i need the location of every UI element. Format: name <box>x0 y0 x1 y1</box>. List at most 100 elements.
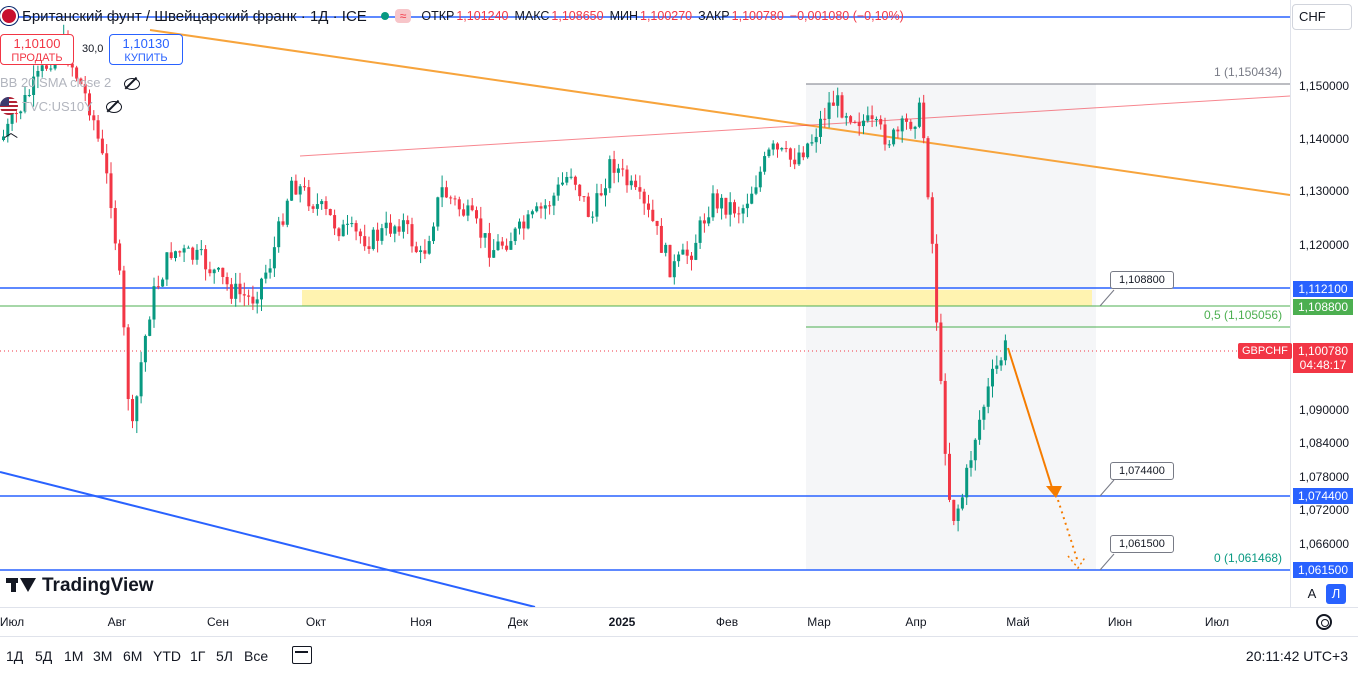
candle-body <box>561 182 564 185</box>
candle-body <box>939 322 943 381</box>
data-status-icon[interactable]: ≈ <box>394 9 412 23</box>
callout-3[interactable]: 1,061500 <box>1110 535 1174 553</box>
price-chart[interactable] <box>0 0 1290 607</box>
clock[interactable]: 20:11:42 UTC+3 <box>1245 648 1348 664</box>
candle-body <box>913 126 917 129</box>
sell-label: ПРОДАТЬ <box>11 52 63 64</box>
range-all-button[interactable]: Все <box>244 648 269 664</box>
bottom-toolbar <box>0 636 1358 675</box>
gear-icon[interactable] <box>1316 614 1332 630</box>
candle-body <box>578 184 582 197</box>
price-tick: 1,130000 <box>1299 184 1350 198</box>
forecast-arrowhead-dotted <box>1067 555 1087 570</box>
candle-body <box>900 118 904 132</box>
candle-body <box>470 205 474 211</box>
candle-body <box>565 176 569 183</box>
candle-body <box>801 152 805 158</box>
range-ytd-button[interactable]: YTD <box>153 648 181 664</box>
candle-body <box>414 246 418 253</box>
calendar-icon[interactable] <box>292 646 312 664</box>
range-1d-button[interactable]: 1Д <box>6 648 24 664</box>
candle-body <box>604 188 607 196</box>
candle-body <box>943 380 947 454</box>
callout-2[interactable]: 1,074400 <box>1110 462 1174 480</box>
range-5y-button[interactable]: 5Л <box>216 648 233 664</box>
candle-body <box>810 142 814 144</box>
price-label-current: 1,100780 04:48:17 <box>1293 343 1353 373</box>
candle-body <box>840 95 844 118</box>
candle-body <box>844 116 848 118</box>
range-5d-button[interactable]: 5Д <box>35 648 53 664</box>
tradingview-logo[interactable]: TradingView <box>6 575 154 597</box>
time-axis[interactable] <box>0 607 1358 635</box>
candle-body <box>148 319 152 336</box>
candle-body <box>281 221 285 225</box>
indicator-bb-legend[interactable]: BB 20 SMA close 2 <box>0 75 141 90</box>
price-label-level-mid: 1,108800 <box>1293 299 1353 315</box>
candle-body <box>629 180 633 186</box>
tradingview-logo-text: TradingView <box>42 575 154 596</box>
range-6m-button[interactable]: 6М <box>123 648 143 664</box>
buy-button[interactable]: 1,10130 КУПИТЬ <box>109 34 183 65</box>
chart-area[interactable]: 1,108800 1,074400 1,061500 1 (1,150434) … <box>0 0 1290 607</box>
candle-body <box>389 222 392 234</box>
current-price-value: 1,100780 <box>1297 344 1349 358</box>
candle-body <box>526 214 530 229</box>
candle-body <box>642 191 646 204</box>
eye-off-icon[interactable] <box>123 77 141 90</box>
auto-scale-button[interactable]: A <box>1307 586 1317 601</box>
candle-body <box>616 168 620 173</box>
candle-body <box>135 396 139 422</box>
candle-body <box>956 508 960 521</box>
candle-body <box>182 248 186 253</box>
ohlc-open-key: ОТКР <box>421 9 455 23</box>
candle-body <box>178 251 182 253</box>
candle-body <box>522 221 526 229</box>
range-1y-button[interactable]: 1Г <box>190 648 206 664</box>
range-3m-button[interactable]: 3М <box>93 648 113 664</box>
candle-body <box>857 122 861 127</box>
time-tick: Апр <box>905 615 927 629</box>
eye-off-icon[interactable] <box>105 100 122 113</box>
fib-label-bottom: 0 (1,061468) <box>1214 551 1283 565</box>
candle-body <box>165 252 169 280</box>
candle-body <box>659 225 663 253</box>
candle-body <box>92 115 96 121</box>
candle-body <box>965 467 969 498</box>
price-tick: 1,084000 <box>1299 436 1350 450</box>
candle-body <box>453 198 457 200</box>
candle-body <box>621 168 625 170</box>
log-scale-button[interactable]: Л <box>1326 584 1346 604</box>
candle-body <box>466 205 470 216</box>
candle-body <box>397 226 401 232</box>
currency-selector[interactable]: CHF <box>1292 4 1352 30</box>
candle-body <box>715 193 719 209</box>
candle-body <box>986 386 990 407</box>
chevron-up-icon[interactable]: ︿ <box>4 124 18 140</box>
sell-button[interactable]: 1,10100 ПРОДАТЬ <box>0 34 74 65</box>
candle-body <box>793 159 797 165</box>
candle-body <box>229 284 233 299</box>
candle-body <box>27 94 31 96</box>
candle-body <box>75 67 79 79</box>
time-tick-year: 2025 <box>608 615 636 629</box>
symbol-title[interactable]: Британский фунт / Швейцарский франк · 1Д… <box>22 7 367 25</box>
callout-1[interactable]: 1,108800 <box>1110 271 1174 289</box>
candle-body <box>457 199 461 210</box>
candle-body <box>969 460 973 468</box>
candle-body <box>6 123 10 137</box>
buy-price: 1,10130 <box>122 36 170 51</box>
price-label-level-low: 1,074400 <box>1293 488 1353 504</box>
candle-body <box>995 365 999 369</box>
candle-body <box>303 186 306 188</box>
indicator-tvc-legend[interactable]: TVC:US10Y <box>0 97 122 115</box>
spread-value: 30,0 <box>82 43 104 55</box>
candle-body <box>543 205 547 209</box>
candle-body <box>539 206 543 209</box>
candle-body <box>169 252 173 259</box>
market-status-icon[interactable] <box>380 12 389 20</box>
candle-body <box>651 209 655 221</box>
candle-body <box>49 68 53 70</box>
candle-body <box>23 95 27 112</box>
range-1m-button[interactable]: 1М <box>64 648 84 664</box>
